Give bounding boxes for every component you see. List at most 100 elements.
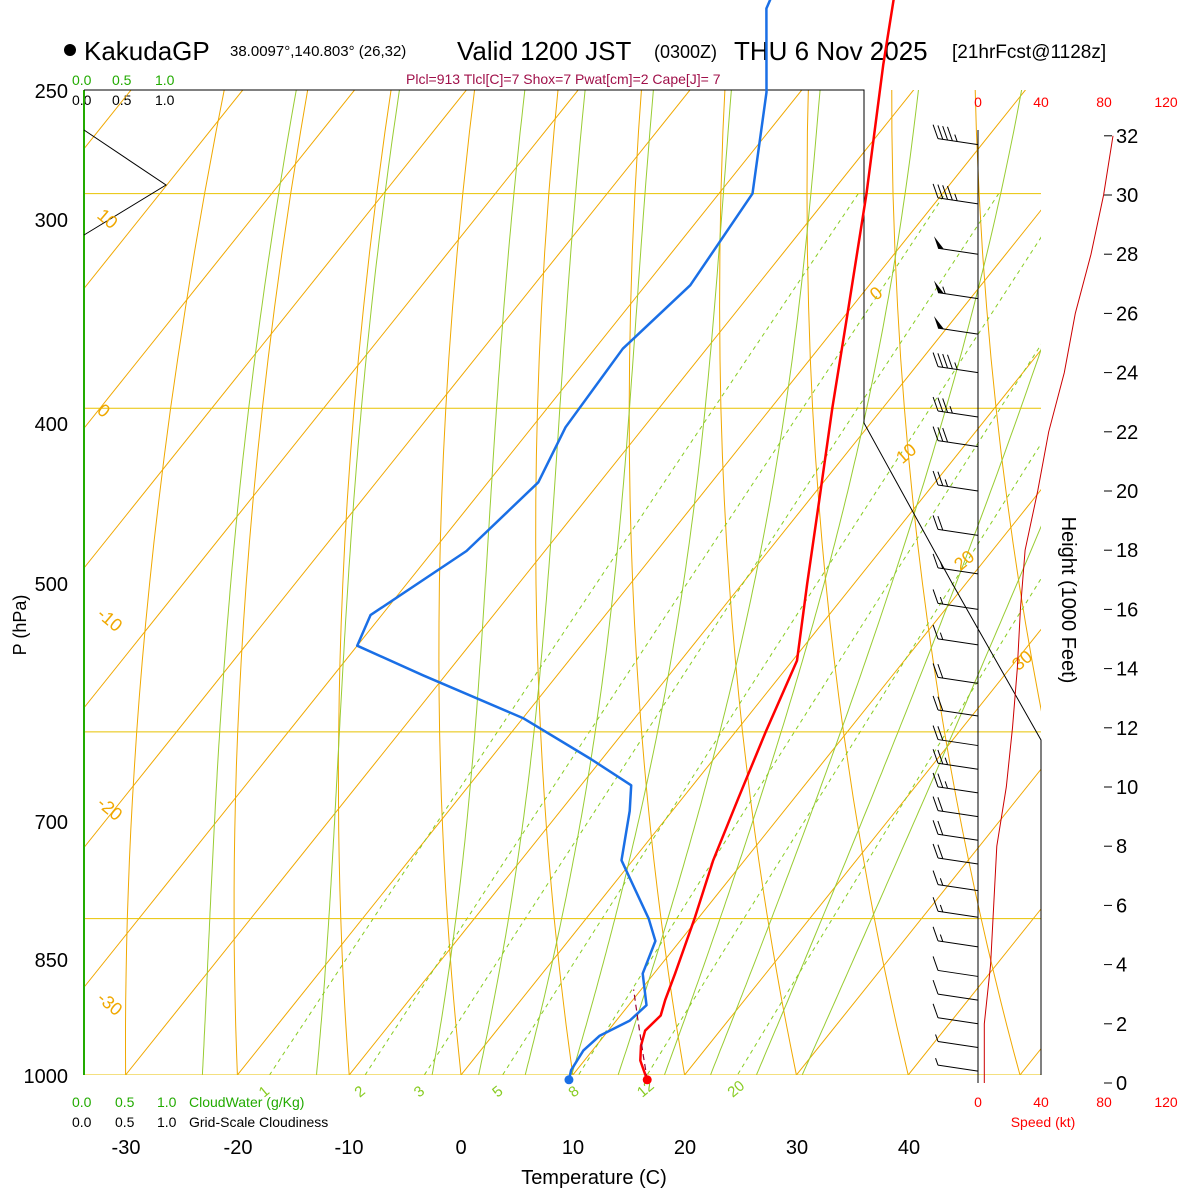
top-black-scale-0: 0.0 bbox=[72, 92, 92, 108]
wind-barb bbox=[932, 870, 979, 892]
wind-barb-feather bbox=[932, 695, 939, 711]
temp-tick-0: 0 bbox=[455, 1137, 466, 1159]
moist-adiabat-line bbox=[571, 90, 732, 1075]
profile-group bbox=[355, 0, 895, 1085]
bottom-black-scale-1: 0.5 bbox=[115, 1114, 135, 1130]
wind-barb-feather bbox=[937, 515, 944, 531]
wind-barb-feather bbox=[939, 904, 944, 913]
wind-barb-shaft bbox=[937, 857, 979, 865]
wind-barb-shaft bbox=[937, 940, 979, 948]
wind-barb-feather bbox=[932, 470, 939, 486]
wind-barb-feather bbox=[932, 956, 939, 971]
wind-barb bbox=[932, 426, 979, 448]
wind-barb-feather bbox=[947, 185, 953, 201]
wind-barb-feather bbox=[942, 185, 949, 200]
moist-adiabat-line bbox=[617, 90, 821, 1075]
moist-adiabat-line bbox=[201, 90, 297, 1075]
wind-barb-pennant bbox=[934, 280, 944, 294]
wind-barb-feather bbox=[932, 624, 939, 640]
mixing-ratio-line bbox=[646, 442, 1041, 1075]
valid-time: Valid 1200 JST bbox=[457, 36, 632, 66]
speed-bottom-40: 40 bbox=[1033, 1094, 1049, 1110]
moist-adiabat-line bbox=[663, 90, 919, 1075]
wind-barb-shaft bbox=[937, 739, 979, 747]
isotherm-line bbox=[348, 209, 1041, 1075]
wind-barb bbox=[932, 183, 979, 205]
station-dot-icon bbox=[64, 44, 76, 56]
wind-barb-feather bbox=[939, 934, 944, 942]
wind-barb bbox=[935, 1057, 979, 1072]
wind-barb-feather bbox=[937, 749, 944, 765]
wind-barb-feather bbox=[935, 1034, 939, 1042]
wind-barb-feather bbox=[932, 515, 939, 530]
wind-barb-feather bbox=[932, 725, 939, 740]
isotherm-label: 10 bbox=[93, 205, 121, 233]
wind-barb-feather bbox=[937, 427, 944, 442]
mixing-ratio-line bbox=[577, 343, 1041, 1075]
temp-tick-40: 40 bbox=[898, 1137, 920, 1159]
height-tick-label: 10 bbox=[1116, 777, 1138, 799]
isotherm-label: -30 bbox=[93, 988, 126, 1020]
y-axis-label: P (hPa) bbox=[10, 595, 30, 656]
wind-barb-feather bbox=[937, 726, 944, 741]
mixing-ratio-line bbox=[268, 193, 859, 1075]
height-tick-label: 22 bbox=[1116, 422, 1138, 444]
dry-adiabat-line bbox=[535, 90, 574, 1075]
wind-barb-feather bbox=[939, 596, 944, 605]
pressure-tick-850: 850 bbox=[35, 950, 68, 972]
pressure-tick-1000: 1000 bbox=[24, 1066, 69, 1088]
wind-barb-feather bbox=[932, 663, 939, 678]
wind-barb-feather bbox=[939, 878, 944, 886]
wind-barb bbox=[932, 979, 979, 1001]
wind-barb bbox=[932, 796, 979, 818]
temp-tick-10: 10 bbox=[562, 1137, 584, 1159]
height-tick-label: 32 bbox=[1116, 126, 1138, 148]
wind-barb-feather bbox=[937, 696, 944, 711]
isotherm-label: 0 bbox=[93, 400, 114, 422]
height-tick-label: 8 bbox=[1116, 836, 1127, 858]
wind-barb bbox=[932, 1003, 979, 1025]
height-tick-label: 30 bbox=[1116, 185, 1138, 207]
mixing-ratio-label-group: 1 2 3 5 8 12 20 bbox=[256, 1077, 748, 1101]
wind-barb-group bbox=[932, 124, 979, 1072]
valid-date: THU 6 Nov 2025 bbox=[734, 36, 928, 66]
dry-adiabat-line bbox=[233, 90, 309, 1075]
cloud-profile-line bbox=[83, 129, 167, 236]
wind-barb-feather bbox=[937, 471, 944, 486]
wind-barb-shaft bbox=[937, 484, 979, 492]
temp-tick-30: 30 bbox=[786, 1137, 808, 1159]
wind-barb-feather bbox=[937, 353, 944, 368]
wind-barb-shaft bbox=[937, 969, 979, 977]
pressure-tick-250: 250 bbox=[35, 81, 68, 103]
surface-dewpoint-dot bbox=[564, 1075, 574, 1085]
wind-barb-feather bbox=[932, 897, 939, 912]
wind-barb-feather bbox=[937, 125, 944, 140]
wind-barb-feather bbox=[937, 773, 944, 788]
wind-barb bbox=[932, 515, 979, 536]
wind-barb bbox=[932, 589, 979, 610]
wind-barb-feather bbox=[954, 193, 958, 201]
dry-adiabat-line bbox=[806, 90, 909, 1075]
mixing-ratio-line bbox=[736, 577, 1041, 1075]
moist-adiabat-line bbox=[755, 348, 1041, 1075]
isotherm-label: -20 bbox=[93, 793, 126, 825]
height-tick-label: 4 bbox=[1116, 955, 1127, 977]
wind-barb-shaft bbox=[937, 638, 979, 646]
dry-adiabat-line bbox=[891, 90, 1021, 1075]
wind-barb-feather bbox=[937, 797, 944, 812]
wind-barb-feather bbox=[932, 796, 939, 811]
wind-barb-feather bbox=[937, 844, 944, 859]
speed-top-120: 120 bbox=[1154, 94, 1178, 110]
temp-tick--30: -30 bbox=[112, 1137, 141, 1159]
height-tick-label: 12 bbox=[1116, 718, 1138, 740]
wind-speed-line bbox=[983, 135, 1114, 1083]
wind-barb bbox=[932, 897, 979, 918]
wind-barb-shaft bbox=[937, 197, 979, 205]
top-green-scale-1: 0.5 bbox=[112, 72, 132, 88]
isotherm-line bbox=[124, 90, 915, 1075]
wind-barb-shaft bbox=[937, 709, 979, 717]
speed-bottom-120: 120 bbox=[1154, 1094, 1178, 1110]
isotherm-line bbox=[795, 768, 1041, 1075]
